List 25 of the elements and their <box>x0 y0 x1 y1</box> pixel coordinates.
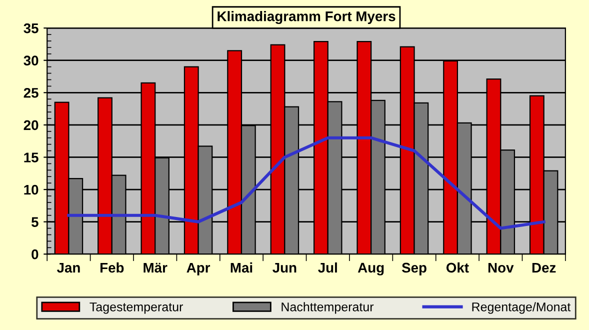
y-tick-label: 10 <box>24 184 38 195</box>
x-tick-label: Nov <box>488 262 514 273</box>
x-tick-label: Jun <box>272 262 296 273</box>
x-tick-label: Feb <box>100 262 124 273</box>
x-tick-label: Aug <box>358 262 384 276</box>
x-tick-label: Dez <box>532 262 556 273</box>
x-tick-label: Okt <box>446 262 469 273</box>
x-tick-label: Apr <box>186 262 210 276</box>
x-tick-label: Jan <box>56 262 80 273</box>
y-tick-label: 35 <box>24 23 38 34</box>
legend-label: Tagestemperatur <box>90 302 183 314</box>
x-tick-label: Sep <box>402 262 426 276</box>
y-tick-label: 25 <box>24 88 38 98</box>
x-tick-label: Mai <box>230 262 252 273</box>
legend-label: Regentage/Monat <box>472 302 571 314</box>
y-tick-label: 30 <box>24 56 38 66</box>
line-series <box>67 136 546 230</box>
y-tick-label: 20 <box>24 120 38 130</box>
chart-title: Klimadiagramm Fort Myers <box>218 11 396 24</box>
y-tick-label: 5 <box>31 217 38 227</box>
x-tick-label: Jul <box>318 262 337 273</box>
y-tick-label: 0 <box>32 249 38 260</box>
x-tick-label: Mär <box>144 262 168 273</box>
legend-label: Nachttemperatur <box>282 302 374 314</box>
y-tick-label: 15 <box>24 152 38 162</box>
